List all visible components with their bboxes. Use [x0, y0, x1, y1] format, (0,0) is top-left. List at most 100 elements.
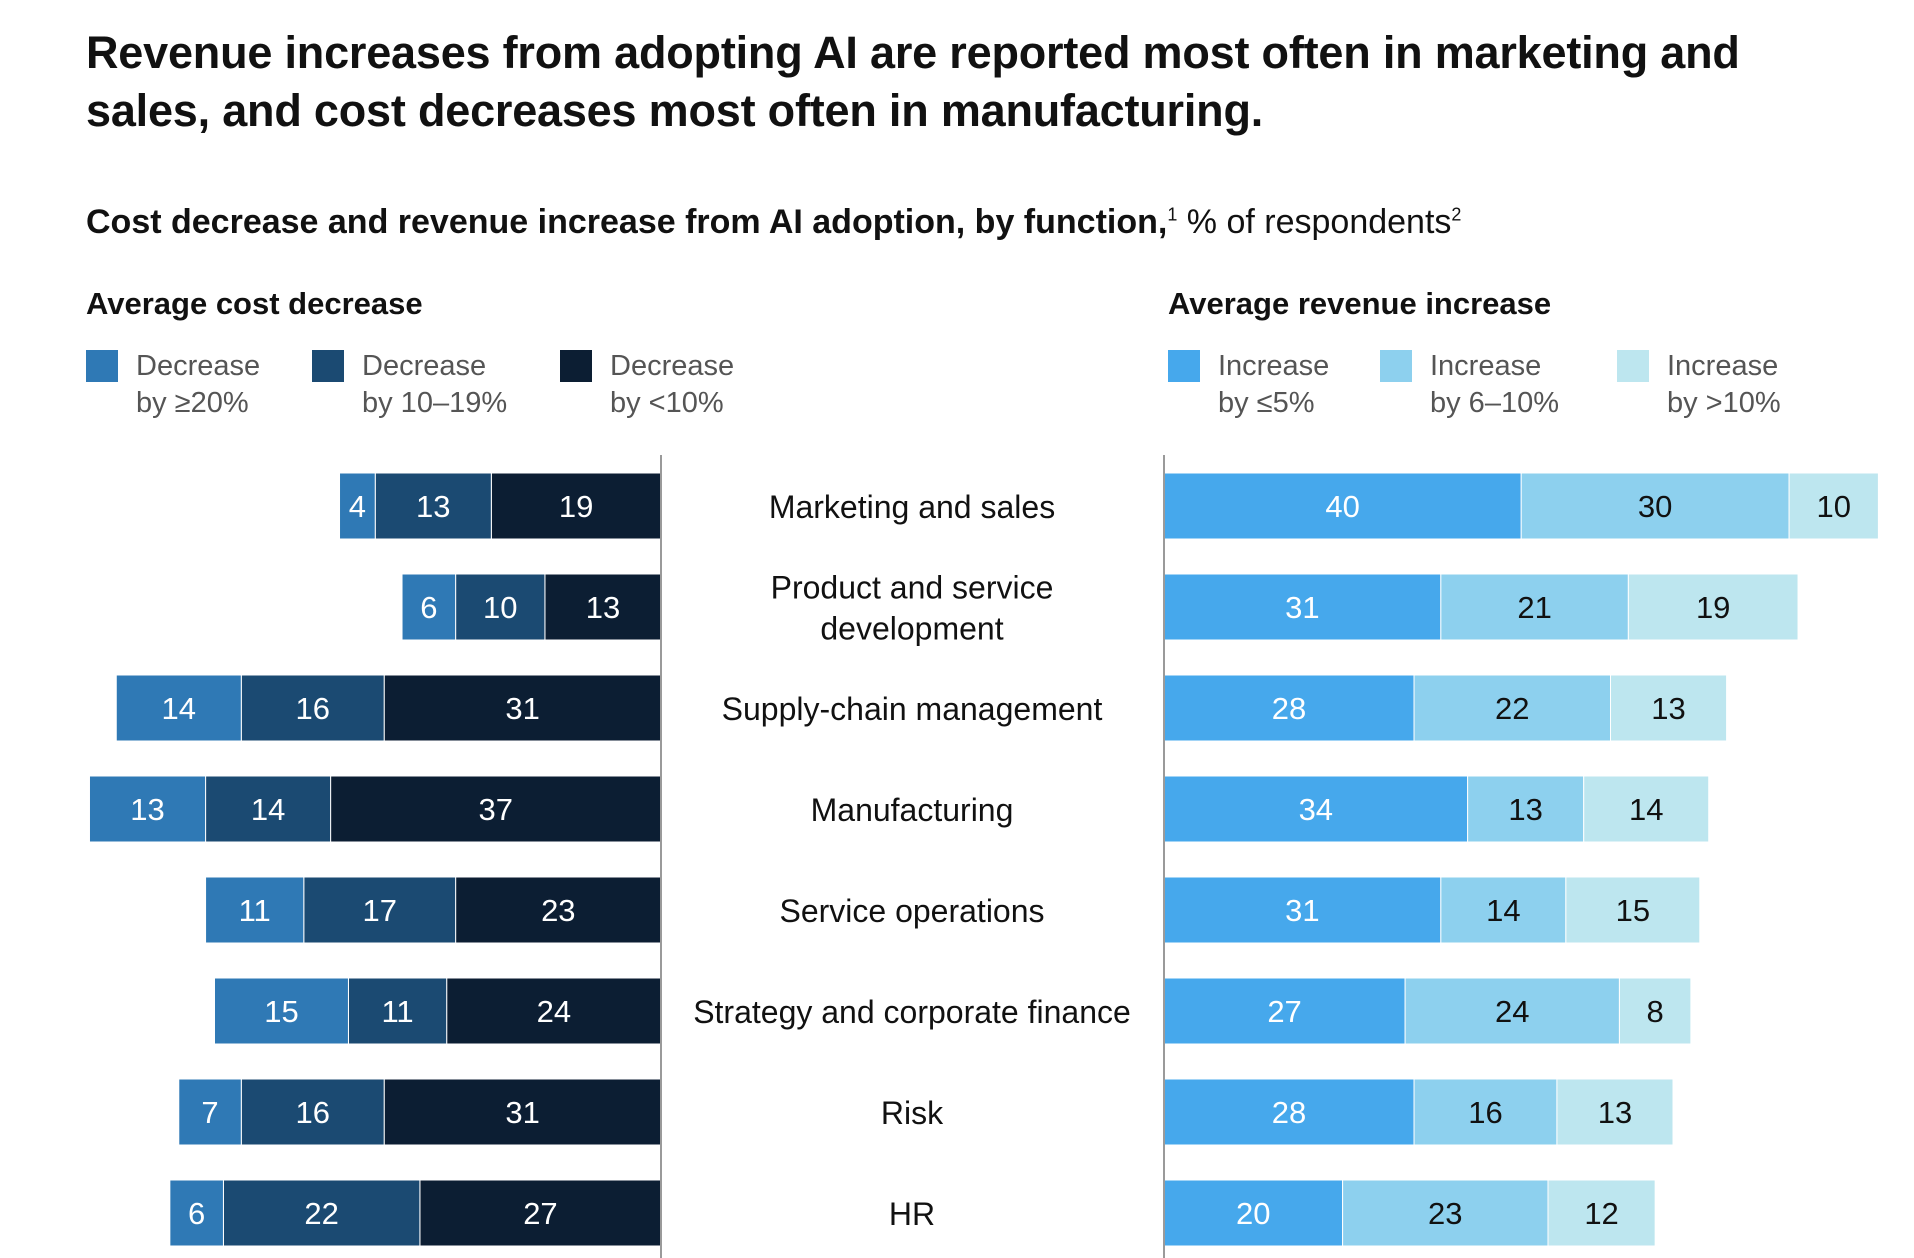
cost-bar-risk-s0: [178, 1078, 242, 1146]
revenue-bar-hr-s1: [1342, 1179, 1549, 1247]
cost-panel-title: Average cost decrease: [86, 286, 423, 321]
revenue-bar-manufacturing-s1: [1467, 775, 1585, 843]
cost-value-label-risk-s0: 7: [201, 1095, 218, 1130]
revenue-value-label-hr-s2: 12: [1584, 1196, 1618, 1231]
footnote-marker-2: 2: [1451, 204, 1462, 225]
revenue-bar-product-and-service-development-s0: [1163, 573, 1442, 641]
category-label-manufacturing: Manufacturing: [811, 792, 1014, 828]
category-label-hr: HR: [889, 1196, 935, 1232]
cost-value-label-supply-chain-management-s1: 16: [295, 691, 329, 726]
revenue-bar-strategy-and-corporate-finance-s0: [1163, 977, 1406, 1045]
cost-bar-marketing-and-sales-s0: [339, 472, 376, 540]
category-label-supply-chain-management: Supply-chain management: [722, 691, 1103, 727]
cost-bar-hr-s0: [169, 1179, 224, 1247]
legend-swatch-rev-6-10: [1380, 350, 1412, 382]
cost-value-label-supply-chain-management-s2: 31: [505, 691, 539, 726]
revenue-value-label-supply-chain-management-s1: 22: [1495, 691, 1529, 726]
revenue-value-label-supply-chain-management-s0: 28: [1272, 691, 1306, 726]
cost-value-label-service-operations-s0: 11: [239, 893, 271, 928]
legend-label-cost-under10: Decrease by <10%: [610, 350, 735, 419]
cost-value-label-risk-s2: 31: [505, 1095, 539, 1130]
revenue-bar-product-and-service-development-s2: [1627, 573, 1799, 641]
revenue-value-label-supply-chain-management-s2: 13: [1651, 691, 1685, 726]
revenue-value-label-service-operations-s1: 14: [1486, 893, 1520, 928]
revenue-value-label-product-and-service-development-s2: 19: [1696, 590, 1730, 625]
revenue-value-label-product-and-service-development-s1: 21: [1517, 590, 1551, 625]
category-label-risk: Risk: [881, 1095, 944, 1131]
cost-value-label-hr-s1: 22: [304, 1196, 338, 1231]
legend-label-cost-10-19: Decrease by 10–19%: [362, 350, 508, 419]
cost-value-label-marketing-and-sales-s0: 4: [349, 489, 366, 524]
cost-value-label-marketing-and-sales-s1: 13: [416, 489, 450, 524]
cost-bar-hr-s1: [222, 1179, 421, 1247]
revenue-bar-supply-chain-management-s1: [1413, 674, 1612, 742]
revenue-bar-hr-s2: [1547, 1179, 1656, 1247]
cost-bar-marketing-and-sales-s2: [490, 472, 662, 540]
legend-label-cost-20plus: Decrease by ≥20%: [136, 350, 261, 419]
subtitle-main: Cost decrease and revenue increase from …: [86, 203, 1168, 241]
cost-bar-service-operations-s1: [303, 876, 457, 944]
category-label-product-and-service-development-line1: Product and service: [771, 570, 1054, 606]
revenue-value-label-risk-s1: 16: [1468, 1095, 1502, 1130]
cost-value-label-strategy-and-corporate-finance-s1: 11: [381, 994, 413, 1029]
footnote-marker-1: 1: [1167, 204, 1178, 225]
legend-label-rev-6-10: Increase by 6–10%: [1430, 350, 1559, 419]
cost-value-label-marketing-and-sales-s2: 19: [559, 489, 593, 524]
category-label-marketing-and-sales: Marketing and sales: [769, 489, 1055, 525]
cost-value-label-product-and-service-development-s0: 6: [420, 590, 437, 625]
legend-swatch-rev-upto5: [1168, 350, 1200, 382]
category-label-strategy-and-corporate-finance: Strategy and corporate finance: [693, 994, 1131, 1030]
revenue-value-label-manufacturing-s1: 13: [1508, 792, 1542, 827]
cost-bar-manufacturing-s0: [88, 775, 207, 843]
legend-label-rev-over10: Increase by >10%: [1667, 350, 1781, 419]
cost-bar-strategy-and-corporate-finance-s2: [446, 977, 662, 1045]
revenue-bar-manufacturing-s2: [1583, 775, 1710, 843]
revenue-bar-strategy-and-corporate-finance-s2: [1618, 977, 1692, 1045]
cost-value-label-service-operations-s1: 17: [362, 893, 396, 928]
cost-bar-strategy-and-corporate-finance-s0: [214, 977, 349, 1045]
revenue-value-label-manufacturing-s0: 34: [1299, 792, 1333, 827]
revenue-value-label-manufacturing-s2: 14: [1629, 792, 1663, 827]
cost-bar-service-operations-s2: [455, 876, 662, 944]
revenue-value-label-service-operations-s2: 15: [1616, 893, 1650, 928]
revenue-bar-service-operations-s0: [1163, 876, 1442, 944]
revenue-value-label-marketing-and-sales-s1: 30: [1638, 489, 1672, 524]
revenue-bar-risk-s2: [1556, 1078, 1674, 1146]
chart-subtitle: Cost decrease and revenue increase from …: [86, 200, 1461, 244]
revenue-value-label-strategy-and-corporate-finance-s1: 24: [1495, 994, 1529, 1029]
cost-bar-supply-chain-management-s2: [383, 674, 662, 742]
revenue-value-label-strategy-and-corporate-finance-s2: 8: [1647, 994, 1664, 1029]
cost-value-label-hr-s0: 6: [188, 1196, 205, 1231]
chart-title: Revenue increases from adopting AI are r…: [86, 27, 1740, 136]
cost-value-label-manufacturing-s1: 14: [251, 792, 285, 827]
cost-value-label-manufacturing-s0: 13: [130, 792, 164, 827]
cost-value-label-product-and-service-development-s1: 10: [483, 590, 517, 625]
cost-value-label-supply-chain-management-s0: 14: [162, 691, 196, 726]
revenue-bar-service-operations-s2: [1565, 876, 1701, 944]
cost-bar-service-operations-s0: [205, 876, 305, 944]
cost-bar-manufacturing-s2: [330, 775, 662, 843]
subtitle-unit: % of respondents: [1177, 203, 1452, 241]
category-label-service-operations: Service operations: [779, 893, 1044, 929]
cost-bar-marketing-and-sales-s1: [374, 472, 492, 540]
revenue-value-label-product-and-service-development-s0: 31: [1285, 590, 1319, 625]
cost-bar-supply-chain-management-s1: [240, 674, 385, 742]
cost-value-label-manufacturing-s2: 37: [479, 792, 513, 827]
cost-value-label-product-and-service-development-s2: 13: [586, 590, 620, 625]
cost-value-label-service-operations-s2: 23: [541, 893, 575, 928]
revenue-bar-risk-s1: [1413, 1078, 1558, 1146]
revenue-bar-hr-s0: [1163, 1179, 1344, 1247]
revenue-panel-title: Average revenue increase: [1168, 286, 1552, 321]
cost-bar-strategy-and-corporate-finance-s1: [347, 977, 448, 1045]
revenue-value-label-hr-s0: 20: [1236, 1196, 1270, 1231]
cost-bar-manufacturing-s1: [205, 775, 332, 843]
cost-bar-product-and-service-development-s0: [401, 573, 457, 641]
legend-swatch-rev-over10: [1617, 350, 1649, 382]
cost-bar-hr-s2: [419, 1179, 662, 1247]
cost-bar-product-and-service-development-s1: [455, 573, 546, 641]
legend-label-rev-upto5: Increase by ≤5%: [1218, 350, 1330, 419]
cost-value-label-strategy-and-corporate-finance-s0: 15: [264, 994, 298, 1029]
revenue-value-label-hr-s1: 23: [1428, 1196, 1462, 1231]
revenue-bar-manufacturing-s0: [1163, 775, 1469, 843]
